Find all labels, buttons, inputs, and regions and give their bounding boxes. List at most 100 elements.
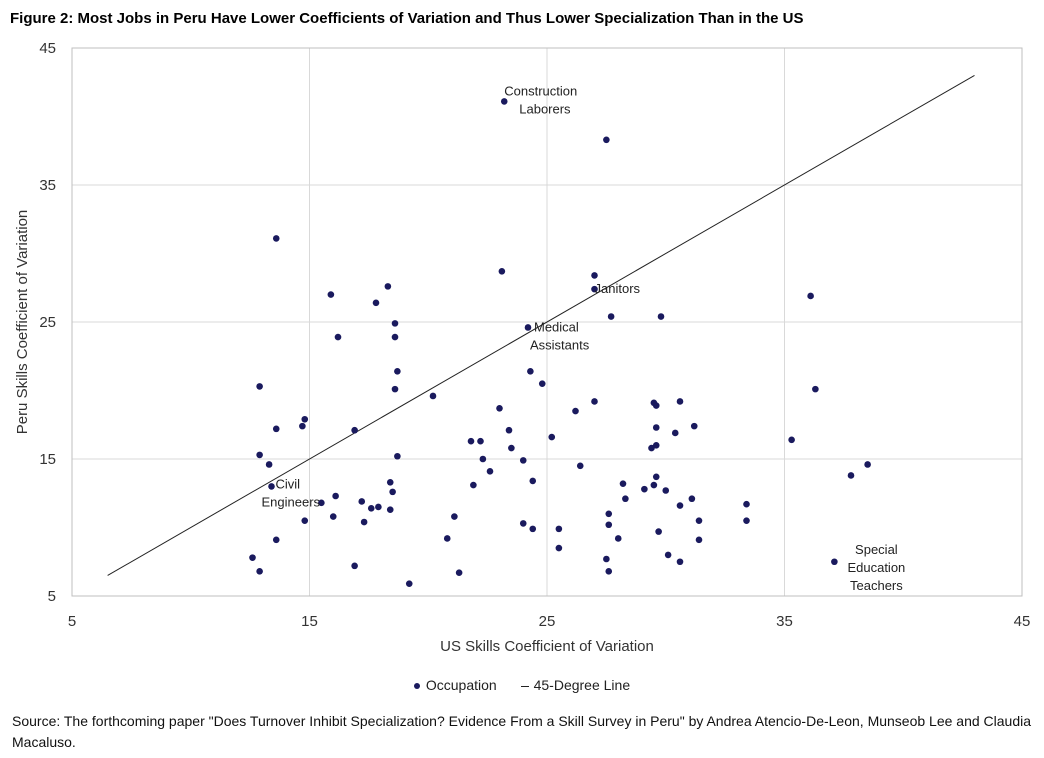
data-point	[519, 457, 527, 464]
data-point	[479, 455, 487, 463]
data-point	[334, 333, 342, 341]
data-point	[743, 500, 750, 508]
annotation-label: Special Education Teachers	[847, 542, 905, 593]
annotation-line: Assistants	[530, 337, 590, 352]
legend-line-icon	[520, 685, 529, 687]
annotation-line: Education	[847, 560, 905, 575]
data-point	[351, 426, 358, 434]
data-point	[572, 407, 579, 415]
data-point	[272, 235, 280, 242]
data-point	[391, 385, 399, 393]
data-point	[619, 480, 627, 487]
data-point	[332, 492, 339, 500]
data-point	[500, 98, 508, 105]
data-point	[652, 402, 660, 409]
data-point	[389, 488, 396, 496]
data-point	[451, 513, 458, 520]
data-point	[360, 518, 368, 526]
data-point	[405, 580, 413, 587]
chart-title: Figure 2: Most Jobs in Peru Have Lower C…	[10, 10, 804, 27]
x-tick-label: 35	[776, 613, 793, 630]
y-axis-label: Peru Skills Coefficient of Variation	[14, 210, 31, 435]
data-point	[265, 461, 273, 468]
x-tick-label: 25	[539, 613, 556, 630]
data-point	[605, 510, 613, 518]
data-point	[455, 569, 463, 577]
annotation-label: Janitors	[595, 281, 641, 296]
data-point	[591, 272, 598, 279]
data-point	[831, 558, 838, 566]
legend-label-occupation: Occupation	[425, 677, 497, 693]
data-point	[272, 536, 280, 544]
reference-line	[107, 74, 975, 576]
y-tick-label: 35	[39, 177, 56, 194]
data-point	[652, 424, 660, 431]
data-point	[375, 503, 382, 511]
annotation-line: Janitors	[595, 281, 641, 296]
data-point	[301, 415, 309, 423]
data-point	[505, 426, 513, 434]
data-point	[847, 472, 855, 479]
data-point	[671, 429, 679, 437]
data-point	[529, 525, 537, 533]
data-point	[496, 405, 503, 412]
data-point	[555, 544, 563, 552]
data-point	[555, 525, 563, 533]
data-point	[690, 422, 698, 430]
data-point	[391, 320, 399, 327]
tick-labels: 5 15 25 35 45 5 15 25 35 45	[39, 40, 1030, 630]
annotation-line: Civil	[276, 476, 301, 491]
data-point	[676, 502, 684, 509]
data-point	[650, 481, 658, 489]
data-point	[676, 558, 684, 566]
data-point	[812, 385, 819, 393]
x-tick-label: 15	[301, 613, 318, 630]
data-point	[327, 291, 335, 298]
data-point	[648, 444, 655, 452]
data-point	[529, 477, 537, 485]
plot-area	[71, 47, 1023, 597]
annotation-label: Construction Laborers	[504, 83, 577, 116]
points-group	[249, 98, 871, 587]
data-point	[299, 422, 306, 430]
data-point	[576, 462, 584, 470]
data-point	[384, 283, 392, 290]
data-point	[614, 535, 622, 542]
data-point	[318, 499, 325, 507]
data-point	[655, 528, 662, 535]
legend-label-45-degree-line: 45-Degree Line	[533, 677, 631, 693]
data-point	[603, 136, 610, 144]
annotation-line: Teachers	[850, 578, 903, 593]
data-point	[695, 536, 703, 544]
legend-item-occupation: Occupation	[413, 677, 497, 693]
data-point	[864, 461, 871, 468]
data-point	[591, 285, 598, 293]
scatter-chart: Construction Laborers Janitors Medical Assis…	[14, 40, 1030, 655]
y-tick-label: 45	[39, 40, 56, 57]
x-tick-label: 5	[68, 613, 76, 630]
data-point	[524, 324, 532, 331]
data-point	[256, 568, 263, 575]
legend-dot-icon	[413, 683, 420, 690]
annotation-line: Construction	[504, 83, 577, 98]
data-point	[249, 554, 256, 561]
annotation-line: Laborers	[519, 101, 571, 116]
data-point	[641, 485, 648, 493]
source-note: Source: The forthcoming paper "Does Turn…	[12, 713, 1032, 750]
data-point	[386, 506, 394, 513]
data-point	[657, 313, 665, 320]
data-point	[272, 425, 280, 433]
annotation-line: Medical	[534, 319, 579, 334]
data-point	[477, 437, 484, 445]
y-tick-label: 5	[48, 588, 56, 605]
data-point	[486, 468, 494, 475]
annotations-group: Construction Laborers Janitors Medical Assis…	[262, 83, 906, 592]
data-point	[527, 368, 534, 375]
annotation-label: Medical Assistants	[530, 319, 590, 352]
y-tick-label: 15	[39, 451, 56, 468]
x-axis-label: US Skills Coefficient of Variation	[440, 638, 654, 655]
data-point	[351, 562, 358, 570]
data-point	[256, 383, 263, 390]
data-point	[676, 398, 684, 405]
data-point	[743, 517, 750, 524]
